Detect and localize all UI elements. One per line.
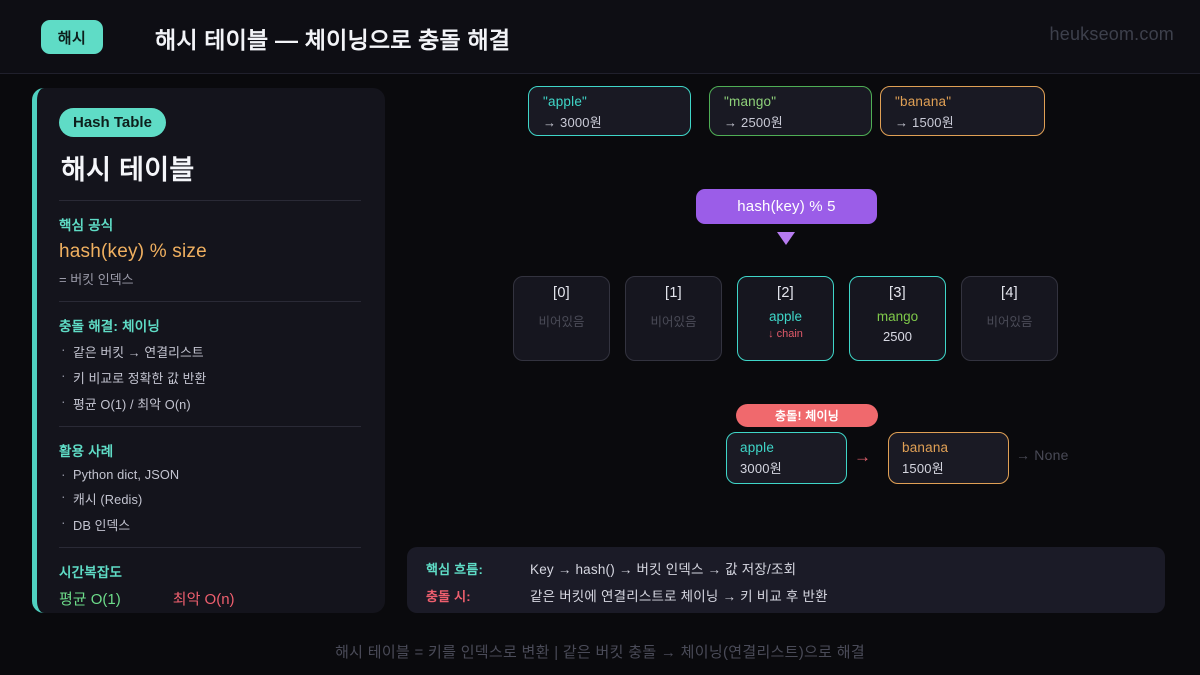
chain-node-key: apple [740,440,775,455]
divider-2 [59,301,361,302]
chain-node-apple: apple 3000원 [726,432,847,484]
divider-3 [59,426,361,427]
page-title: 해시 테이블 — 체이닝으로 충돌 해결 [155,27,511,53]
key-card-apple: "apple" → 3000원 [528,86,691,136]
bucket-3: [3] mango 2500 [849,276,946,361]
list-item: 키 비교로 정확한 값 반환 [59,367,361,387]
chain-arrow-icon: → [854,447,871,466]
bucket-index: [3] [888,285,907,301]
divider-4 [59,547,361,548]
key-card-key: "apple" [543,94,588,109]
bucket-value: 2500 [883,329,912,344]
bucket-index: [1] [664,285,683,301]
usecase-list: Python dict, JSON 캐시 (Redis) DB 인덱스 [59,466,361,534]
bucket-index: [0] [552,285,571,301]
key-card-key: "mango" [724,94,777,109]
key-card-value: → 1500원 [895,115,954,130]
bucket-index: [2] [776,285,795,301]
info-sidebar: Hash Table 해시 테이블 핵심 공식 hash(key) % size… [32,88,385,613]
section-usecase: 활용 사례 Python dict, JSON 캐시 (Redis) DB 인덱… [59,440,361,534]
key-card-mango: "mango" → 2500원 [709,86,872,136]
complexity-row: 평균 O(1) 최악 O(n) [59,588,361,609]
section-collision-heading: 충돌 해결: 체이닝 [59,319,160,334]
down-arrow-icon [777,232,795,245]
bucket-2: [2] apple ↓ chain [737,276,834,361]
section-formula-heading: 핵심 공식 [59,218,114,233]
collision-badge: 충돌! 체이닝 [736,404,878,427]
bucket-empty-label: 비어있음 [986,315,1033,329]
footer-caption: 해시 테이블 = 키를 인덱스로 변환 | 같은 버킷 충돌 → 체이닝(연결리… [335,644,865,661]
key-card-key: "banana" [895,94,952,109]
key-card-banana: "banana" → 1500원 [880,86,1045,136]
key-card-value: → 3000원 [543,115,602,130]
app-header: 해시 해시 테이블 — 체이닝으로 충돌 해결 heukseom.com [0,0,1200,74]
summary-flow-text: Key → hash() → 버킷 인덱스 → 값 저장/조회 [530,562,797,577]
chain-node-key: banana [902,440,949,455]
bucket-key: apple [768,309,803,324]
bucket-index: [4] [1000,285,1019,301]
summary-collision-label: 충돌 시: [426,589,471,604]
chain-node-banana: banana 1500원 [888,432,1009,484]
complexity-average: 평균 O(1) [59,591,121,608]
summary-row-collision: 충돌 시: 같은 버킷에 연결리스트로 체이닝 → 키 비교 후 반환 [426,585,1165,605]
list-item: DB 인덱스 [59,514,361,534]
bucket-0: [0] 비어있음 [513,276,610,361]
header-badge: 해시 [41,20,103,54]
section-complexity-heading: 시간복잡도 [59,565,123,580]
section-usecase-heading: 활용 사례 [59,444,114,459]
bucket-empty-label: 비어있음 [650,315,697,329]
list-item: Python dict, JSON [59,466,361,482]
section-complexity: 시간복잡도 평균 O(1) 최악 O(n) [59,561,361,609]
list-item: 같은 버킷 → 연결리스트 [59,341,361,361]
divider-1 [59,200,361,201]
brand-watermark: heukseom.com [1049,24,1174,44]
hash-function-pill: hash(key) % 5 [696,189,877,224]
hash-formula-sub: = 버킷 인덱스 [59,272,134,287]
collision-list: 같은 버킷 → 연결리스트 키 비교로 정확한 값 반환 평균 O(1) / 최… [59,341,361,413]
bucket-chain-note: ↓ chain [768,328,803,340]
key-card-value: → 2500원 [724,115,783,130]
list-item: 캐시 (Redis) [59,488,361,508]
sidebar-badge: Hash Table [59,108,166,137]
section-collision: 충돌 해결: 체이닝 같은 버킷 → 연결리스트 키 비교로 정확한 값 반환 … [59,315,361,413]
bucket-1: [1] 비어있음 [625,276,722,361]
summary-collision-text: 같은 버킷에 연결리스트로 체이닝 → 키 비교 후 반환 [530,589,828,604]
hash-formula: hash(key) % size [59,241,207,262]
summary-box: 핵심 흐름: Key → hash() → 버킷 인덱스 → 값 저장/조회 충… [407,547,1165,613]
chain-node-value: 3000원 [740,461,782,476]
summary-row-flow: 핵심 흐름: Key → hash() → 버킷 인덱스 → 값 저장/조회 [426,558,1165,578]
list-item: 평균 O(1) / 최악 O(n) [59,393,361,413]
section-formula: 핵심 공식 hash(key) % size = 버킷 인덱스 [59,214,361,288]
chain-terminator: → None [1016,447,1069,463]
bucket-4: [4] 비어있음 [961,276,1058,361]
chain-node-value: 1500원 [902,461,944,476]
bucket-key: mango [876,309,919,324]
summary-flow-label: 핵심 흐름: [426,562,483,577]
bucket-empty-label: 비어있음 [538,315,585,329]
sidebar-title: 해시 테이블 [61,155,195,185]
complexity-worst: 최악 O(n) [172,591,235,608]
